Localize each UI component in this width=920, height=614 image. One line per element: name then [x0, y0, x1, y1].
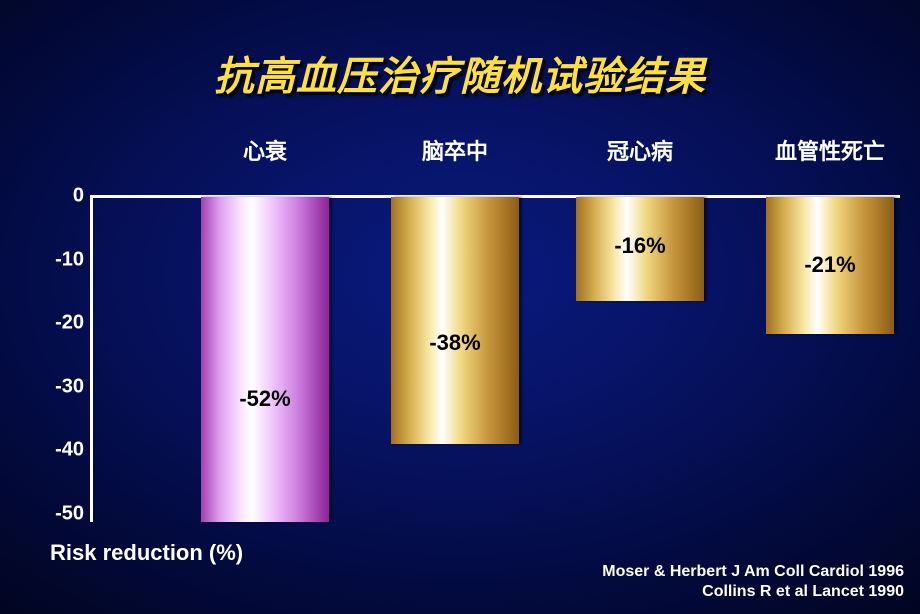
- plot-area: -52% -38% -16% -21%: [90, 190, 900, 522]
- y-axis: 0-10-20-30-40-50: [46, 190, 90, 530]
- category-label: 冠心病: [607, 134, 673, 166]
- chart-area: 0-10-20-30-40-50 -52%-38%-16%-21%: [46, 190, 900, 530]
- y-tick: -30: [55, 375, 84, 398]
- bar-value-label: -16%: [614, 233, 665, 259]
- bar: [201, 197, 329, 522]
- axis-title: Risk reduction (%): [50, 540, 243, 566]
- y-tick: -40: [55, 439, 84, 462]
- y-tick: 0: [73, 185, 84, 208]
- y-tick: -20: [55, 312, 84, 335]
- citation-line-2: Collins R et al Lancet 1990: [602, 582, 904, 602]
- y-axis-line: [90, 195, 93, 522]
- bar: [391, 197, 519, 444]
- chart-title: 抗高血压治疗随机试验结果: [0, 44, 920, 102]
- citation-line-1: Moser & Herbert J Am Coll Cardiol 1996: [602, 562, 904, 582]
- bar-value-label: -21%: [804, 252, 855, 278]
- y-tick: -50: [55, 503, 84, 526]
- bar-value-label: -38%: [429, 330, 480, 356]
- bar-value-label: -52%: [239, 386, 290, 412]
- category-label: 脑卒中: [422, 134, 488, 166]
- category-label: 心衰: [243, 134, 287, 166]
- citation: Moser & Herbert J Am Coll Cardiol 1996 C…: [602, 562, 904, 602]
- category-label: 血管性死亡: [775, 134, 885, 166]
- y-tick: -10: [55, 248, 84, 271]
